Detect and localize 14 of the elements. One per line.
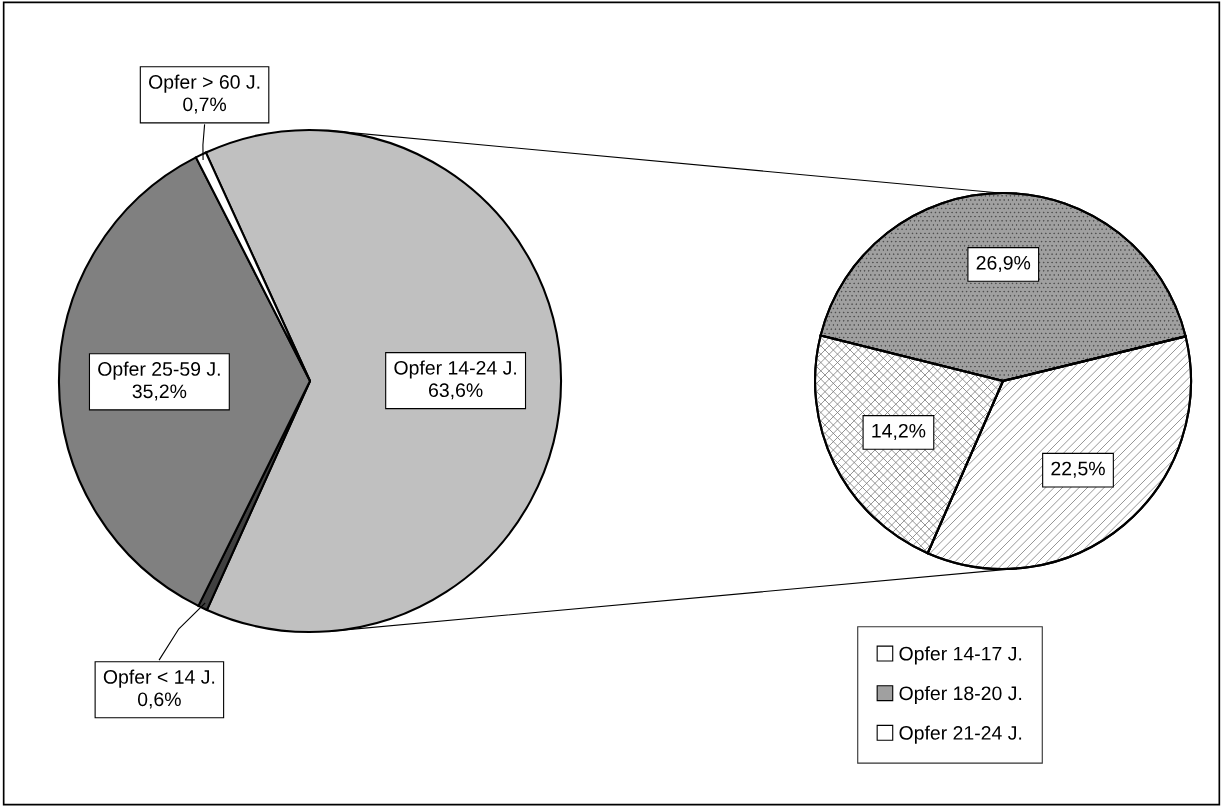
data-label: 22,5% <box>1051 461 1105 478</box>
legend-label: Opfer 21-24 J. <box>899 725 1022 744</box>
slice-label: Opfer > 60 J. <box>149 74 260 93</box>
data-label: 26,9% <box>976 255 1031 272</box>
slice-label: Opfer 14-24 J. <box>394 360 516 379</box>
data-label: 0,6% <box>137 692 181 709</box>
data-label: 0,7% <box>183 97 227 114</box>
slice-label: Opfer 25-59 J. <box>98 361 220 380</box>
data-label: 35,2% <box>132 384 187 401</box>
slice-label: Opfer < 14 J. <box>103 669 215 688</box>
data-label: 14,2% <box>872 423 926 440</box>
data-label: 63,6% <box>429 383 483 400</box>
legend-label: Opfer 18-20 J. <box>899 685 1022 705</box>
legend-label: Opfer 14-17 J. <box>899 646 1022 665</box>
